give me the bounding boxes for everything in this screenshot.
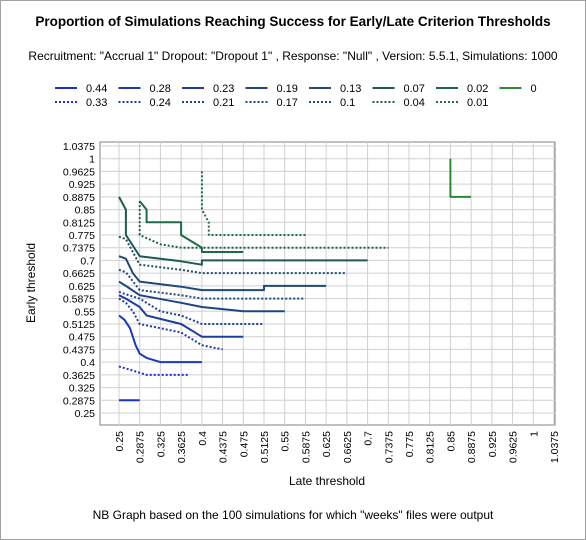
y-tick-label: 0.25 — [75, 408, 96, 420]
x-tick-label: 0.85 — [445, 431, 457, 452]
x-tick-label: 0.325 — [155, 431, 167, 457]
x-axis-ticks: 0.25 0.2875 0.325 0.3625 0.4 0.4375 0.475 0.512… — [114, 431, 561, 463]
legend-label: 0.44 — [86, 83, 107, 95]
x-tick-label: 0.475 — [238, 431, 250, 457]
y-tick-label: 1 — [89, 154, 95, 166]
x-tick-label: 0.775 — [404, 431, 416, 457]
series-line-0_17 — [118, 268, 306, 300]
y-tick-label: 0.4 — [80, 357, 95, 369]
legend-label: 0.19 — [277, 83, 298, 95]
x-tick-label: 0.8125 — [425, 431, 437, 463]
y-tick-label: 0.625 — [69, 281, 95, 293]
plot-grid — [99, 141, 556, 426]
plot-series — [118, 158, 472, 402]
x-tick-label: 0.625 — [321, 431, 333, 457]
legend-label: 0 — [531, 83, 537, 95]
x-tick-label: 0.7 — [363, 431, 375, 446]
y-tick-label: 0.9625 — [63, 166, 95, 178]
y-tick-label: 0.925 — [69, 179, 95, 191]
x-tick-label: 0.25 — [114, 431, 126, 452]
legend-label: 0.24 — [150, 97, 171, 109]
x-tick-label: 0.5125 — [259, 431, 271, 463]
y-tick-label: 0.4375 — [63, 344, 95, 356]
y-tick-label: 0.325 — [69, 383, 95, 395]
legend-label: 0.21 — [213, 97, 234, 109]
y-tick-label: 0.2875 — [63, 395, 95, 407]
series-line-0_1 — [118, 235, 347, 275]
x-tick-label: 0.7375 — [383, 431, 395, 463]
legend: 0.44 0.33 0.28 0.24 0.23 0.21 0.19 0.17 0.13 0.1 0… — [55, 83, 537, 109]
y-axis-ticks: 0.250.28750.3250.36250.40.43750.4750.512… — [63, 141, 95, 420]
series-line-0_13 — [118, 255, 327, 292]
plot-area — [99, 141, 556, 426]
y-tick-label: 0.6625 — [63, 268, 95, 280]
x-tick-label: 0.4375 — [218, 431, 230, 463]
series-line-0_33 — [118, 365, 188, 376]
y-tick-label: 0.8125 — [63, 217, 95, 229]
chart-subtitle: Recruitment: "Accrual 1" Dropout: "Dropo… — [28, 49, 558, 63]
x-tick-label: 0.9625 — [508, 431, 520, 463]
legend-label: 0.1 — [340, 97, 355, 109]
legend-label: 0.23 — [213, 83, 234, 95]
x-tick-label: 0.8875 — [466, 431, 478, 463]
legend-label: 0.13 — [340, 83, 361, 95]
legend-label: 0.17 — [277, 97, 298, 109]
legend-label: 0.07 — [404, 83, 425, 95]
y-tick-label: 0.3625 — [63, 370, 95, 382]
series-line-0_02 — [138, 200, 244, 253]
legend-label: 0.01 — [467, 97, 488, 109]
y-tick-label: 0.5125 — [63, 319, 95, 331]
y-tick-label: 0.55 — [75, 306, 96, 318]
legend-label: 0.02 — [467, 83, 488, 95]
chart-footnote: NB Graph based on the 100 simulations fo… — [92, 508, 494, 522]
series-line-0_21 — [118, 290, 264, 325]
y-tick-label: 0.8875 — [63, 192, 95, 204]
y-axis-label: Early threshold — [24, 243, 38, 323]
y-tick-label: 0.475 — [69, 332, 95, 344]
legend-label: 0.04 — [404, 97, 425, 109]
y-tick-label: 0.7375 — [63, 243, 95, 255]
x-tick-label: 0.3625 — [176, 431, 188, 463]
x-tick-label: 0.6625 — [342, 431, 354, 463]
series-line-0_28 — [118, 314, 202, 364]
series-line-0_23 — [118, 294, 244, 338]
x-tick-label: 0.55 — [280, 431, 292, 452]
x-tick-label: 1 — [528, 431, 540, 437]
x-tick-label: 1.0375 — [549, 431, 561, 463]
y-tick-label: 0.5875 — [63, 294, 95, 306]
y-tick-label: 0.775 — [69, 230, 95, 242]
x-tick-label: 0.4 — [197, 431, 209, 446]
y-tick-label: 0.7 — [80, 255, 95, 267]
series-line-0_24 — [118, 297, 223, 351]
series-line-0_04 — [138, 201, 389, 249]
legend-label: 0.28 — [150, 83, 171, 95]
y-tick-label: 0.85 — [75, 205, 96, 217]
series-line-0 — [449, 158, 472, 198]
x-tick-label: 0.925 — [487, 431, 499, 457]
series-line-0_19 — [118, 280, 285, 313]
x-tick-label: 0.5875 — [300, 431, 312, 463]
series-line-0_07 — [118, 196, 368, 266]
x-axis-label: Late threshold — [289, 474, 365, 488]
x-tick-label: 0.2875 — [135, 431, 147, 463]
y-tick-label: 1.0375 — [63, 141, 95, 153]
series-line-0_01 — [200, 171, 306, 236]
legend-label: 0.33 — [86, 97, 107, 109]
chart-title: Proportion of Simulations Reaching Succe… — [35, 14, 551, 29]
